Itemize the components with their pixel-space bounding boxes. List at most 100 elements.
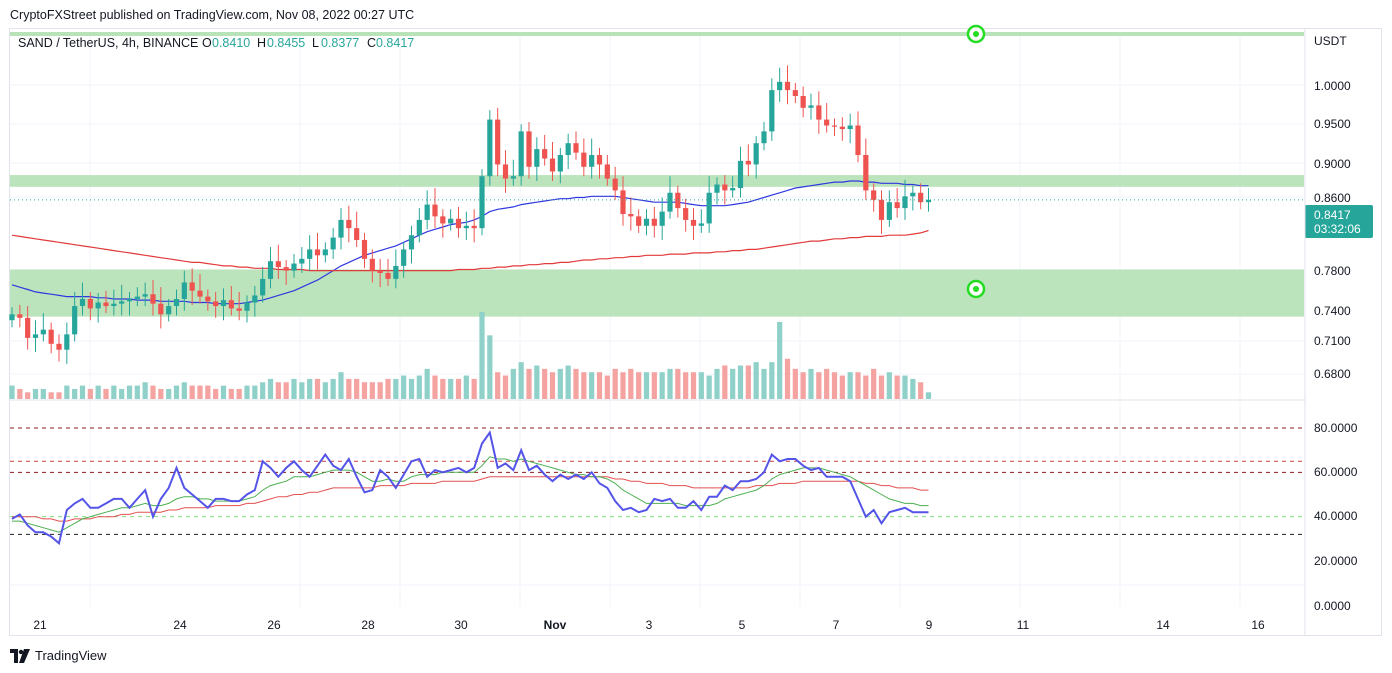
candle-body [275,261,281,268]
volume-bar [377,382,383,399]
candle-body [918,192,924,203]
volume-bar [620,372,626,399]
volume-bar [314,378,321,399]
candle-body [722,184,728,191]
volume-bar [800,372,806,399]
volume-bar [737,365,744,399]
candle-body [79,298,86,307]
candle-body [636,216,642,226]
time-label: 24 [173,618,187,632]
legend-close-value: 0.8417 [376,36,414,50]
volume-bar [283,382,289,399]
volume-bar [267,378,274,399]
price-tick: 1.0000 [1314,79,1351,93]
volume-bar [573,368,579,399]
volume-bar [330,378,336,399]
volume-bar [683,372,689,399]
candle-body [471,225,477,229]
candle-body [283,267,289,271]
candle-body [910,192,916,197]
time-label: 11 [1017,618,1030,632]
candle-body [455,218,462,229]
last-price-badge [1305,205,1373,238]
candle-body [377,270,383,273]
candle-body [620,190,626,214]
volume-bar [260,382,266,399]
volume-bar [25,392,31,399]
volume-bar [158,388,164,399]
volume-bar [40,388,46,399]
volume-bar [839,375,845,399]
moving-average-line [11,180,929,305]
candle-body [330,237,336,250]
volume-bar [878,375,885,399]
volume-bar [565,365,571,399]
candle-body [628,214,634,217]
candle-body [651,218,657,226]
volume-bar [714,368,720,399]
last-price-value: 0.8417 [1314,208,1351,222]
volume-bar [307,378,313,399]
candle-body [479,176,485,229]
candle-body [181,282,187,299]
candle-body [526,131,532,167]
volume-bar [479,311,485,399]
candle-body [87,298,93,309]
volume-bar [628,368,634,399]
volume-bar [698,372,704,399]
volume-bar [831,372,838,399]
volume-bar [64,385,70,399]
candle-body [291,263,297,271]
candle-body [831,125,838,127]
time-label: 3 [646,618,653,632]
volume-bar [111,385,117,399]
candle-body [173,298,180,307]
volume-bar [510,368,516,399]
volume-bar [784,358,791,399]
volume-bar [56,392,62,399]
volume-bar [581,372,587,399]
candle-body [252,295,258,303]
volume-bar [361,382,368,399]
volume-bar [706,375,712,399]
volume-bar [659,372,665,399]
candle-body [361,239,368,259]
volume-bar [291,378,297,399]
candle-body [432,204,438,217]
time-label: 9 [926,618,933,632]
candle-body [72,306,78,335]
volume-bar [455,378,462,399]
volume-bar [596,372,603,399]
volume-bar [816,372,822,399]
volume-bar [612,368,618,399]
candle-body [534,149,540,167]
candle-body [166,306,172,315]
candle-body [111,303,117,307]
rsi-tick: 60.0000 [1314,465,1358,479]
footer-brand[interactable]: TradingView [10,648,107,663]
candle-body [32,334,39,338]
volume-bar [918,382,924,399]
volume-bar [252,385,258,399]
candle-body [761,131,767,144]
candle-body [346,219,352,229]
volume-bar [393,378,399,399]
volume-bar [448,378,454,399]
volume-bar [871,368,877,399]
volume-bar [197,385,203,399]
candle-body [299,258,305,264]
candle-body [878,199,885,220]
candle-body [307,249,313,259]
volume-bar [401,375,407,399]
volume-bar [79,385,86,399]
candle-body [925,199,932,203]
candle-body [393,265,399,279]
chart-frame [9,28,1382,636]
support-resistance-zone [10,269,1304,317]
volume-bar [220,385,227,399]
candle-body [260,278,266,296]
candle-body [197,290,203,297]
publisher-line: CryptoFXStreet published on TradingView.… [10,8,415,22]
candle-body [816,105,822,120]
